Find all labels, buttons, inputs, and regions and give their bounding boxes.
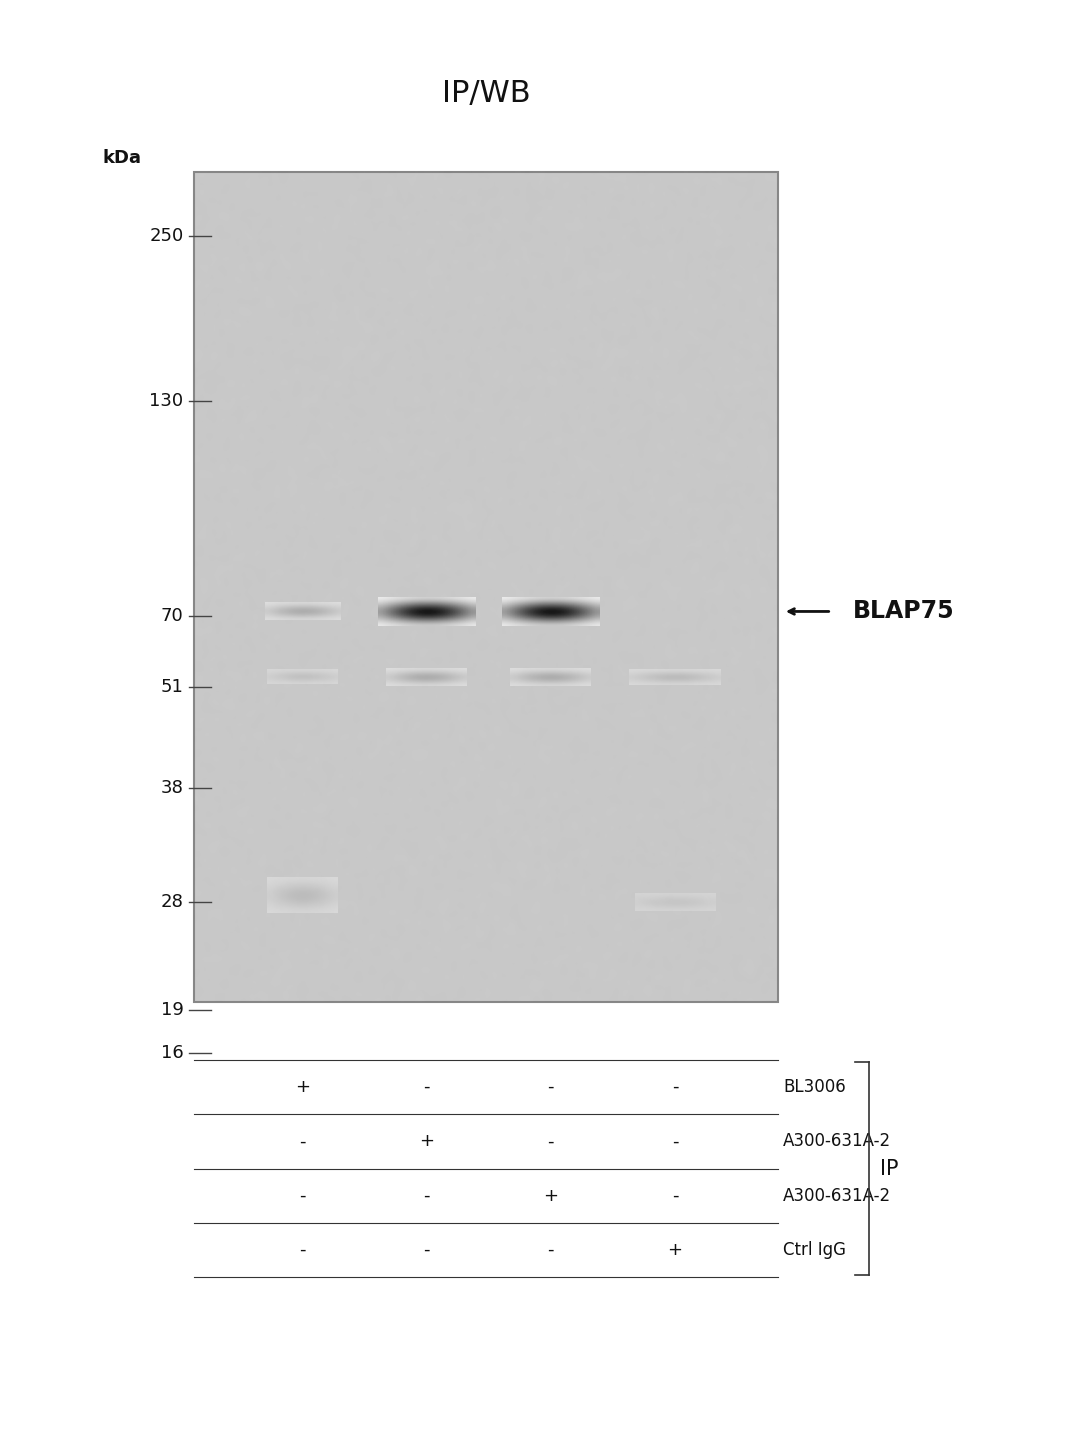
Text: -: - bbox=[548, 1078, 554, 1095]
Text: 19: 19 bbox=[161, 1001, 184, 1018]
Text: kDa: kDa bbox=[103, 149, 141, 166]
Text: A300-631A-2: A300-631A-2 bbox=[783, 1133, 891, 1150]
Text: A300-631A-2: A300-631A-2 bbox=[783, 1187, 891, 1204]
Text: -: - bbox=[423, 1187, 430, 1204]
Text: 28: 28 bbox=[161, 894, 184, 911]
Text: -: - bbox=[672, 1133, 678, 1150]
Text: -: - bbox=[423, 1242, 430, 1259]
Text: -: - bbox=[672, 1078, 678, 1095]
Text: +: + bbox=[419, 1133, 434, 1150]
FancyBboxPatch shape bbox=[194, 172, 778, 1002]
Text: 51: 51 bbox=[161, 679, 184, 696]
Text: +: + bbox=[667, 1242, 683, 1259]
Text: 38: 38 bbox=[161, 779, 184, 796]
Text: -: - bbox=[299, 1242, 306, 1259]
Text: -: - bbox=[672, 1187, 678, 1204]
Text: 16: 16 bbox=[161, 1044, 184, 1061]
Text: IP/WB: IP/WB bbox=[442, 79, 530, 107]
Text: 250: 250 bbox=[149, 228, 184, 245]
Text: 130: 130 bbox=[149, 392, 184, 410]
Text: -: - bbox=[299, 1187, 306, 1204]
Text: BLAP75: BLAP75 bbox=[853, 600, 955, 623]
Text: -: - bbox=[548, 1242, 554, 1259]
Text: 70: 70 bbox=[161, 607, 184, 624]
Text: +: + bbox=[295, 1078, 310, 1095]
Text: -: - bbox=[299, 1133, 306, 1150]
Text: +: + bbox=[543, 1187, 558, 1204]
Text: Ctrl IgG: Ctrl IgG bbox=[783, 1242, 846, 1259]
Text: -: - bbox=[423, 1078, 430, 1095]
Text: IP: IP bbox=[880, 1158, 899, 1179]
Text: -: - bbox=[548, 1133, 554, 1150]
Text: BL3006: BL3006 bbox=[783, 1078, 846, 1095]
